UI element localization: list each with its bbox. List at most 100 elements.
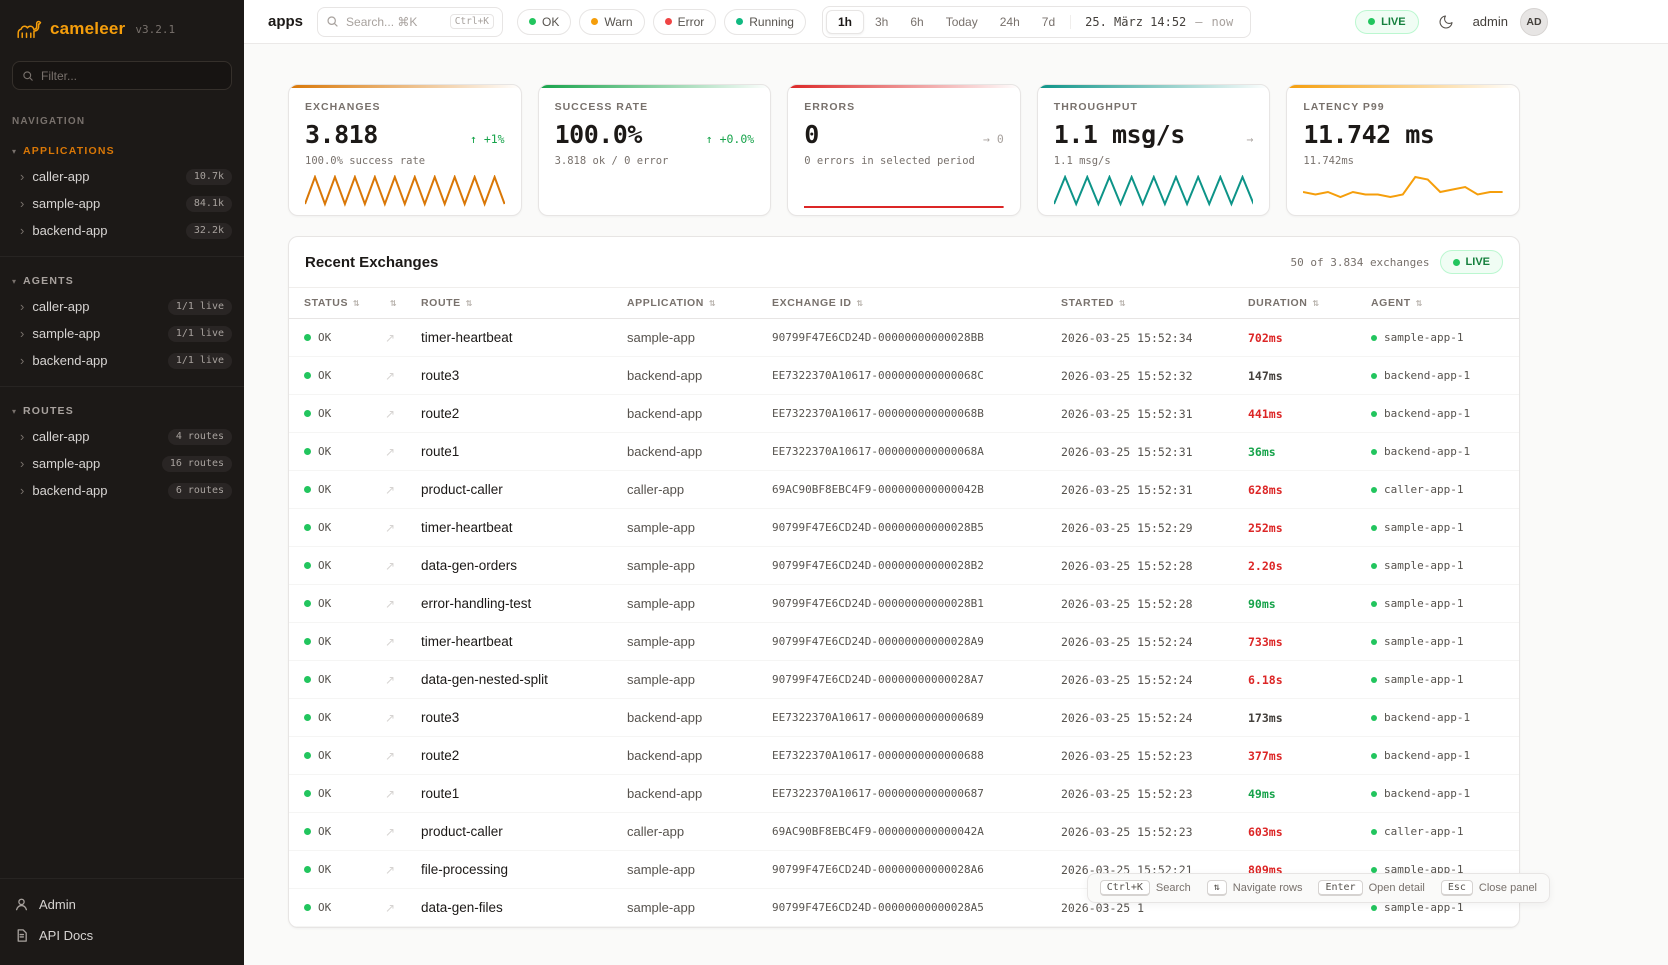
live-toggle[interactable]: LIVE bbox=[1355, 9, 1419, 34]
nav-section-label: NAVIGATION bbox=[12, 116, 86, 127]
time-range-button[interactable]: 3h bbox=[864, 10, 899, 34]
table-row[interactable]: OK ↗ error-handling-test sample-app 9079… bbox=[289, 585, 1519, 623]
column-header[interactable]: STATUS ⇅ bbox=[304, 297, 385, 309]
open-cell[interactable]: ↗ bbox=[385, 520, 421, 535]
open-cell[interactable]: ↗ bbox=[385, 824, 421, 839]
agent-label: sample-app-1 bbox=[1384, 597, 1464, 610]
table-row[interactable]: OK ↗ route2 backend-app EE7322370A10617-… bbox=[289, 737, 1519, 775]
sidebar-filter[interactable] bbox=[12, 61, 232, 90]
sort-icon: ⇅ bbox=[1312, 298, 1320, 308]
sidebar-footer-label: Admin bbox=[39, 897, 76, 912]
stat-value: 100.0% bbox=[554, 120, 643, 149]
table-live-badge[interactable]: LIVE bbox=[1439, 250, 1503, 274]
column-header[interactable]: APPLICATION ⇅ bbox=[627, 297, 772, 309]
column-header[interactable]: EXCHANGE ID ⇅ bbox=[772, 297, 1061, 309]
time-range-button[interactable]: Today bbox=[935, 10, 989, 34]
time-range-button[interactable]: 6h bbox=[899, 10, 934, 34]
dark-mode-toggle[interactable] bbox=[1431, 7, 1461, 37]
column-header[interactable]: DURATION ⇅ bbox=[1248, 297, 1371, 309]
sidebar-item[interactable]: › backend-app 6 routes bbox=[0, 477, 244, 504]
agent-label: backend-app-1 bbox=[1384, 445, 1471, 458]
table-row[interactable]: OK ↗ route3 backend-app EE7322370A10617-… bbox=[289, 357, 1519, 395]
sort-icon: ⇅ bbox=[709, 298, 717, 308]
exchange-id-cell: EE7322370A10617-000000000000068C bbox=[772, 369, 984, 382]
stat-value: 1.1 msg/s bbox=[1053, 120, 1185, 149]
open-cell[interactable]: ↗ bbox=[385, 862, 421, 877]
column-header[interactable]: ROUTE ⇅ bbox=[421, 297, 627, 309]
column-header[interactable]: STARTED ⇅ bbox=[1061, 297, 1248, 309]
table-row[interactable]: OK ↗ timer-heartbeat sample-app 90799F47… bbox=[289, 319, 1519, 357]
sidebar-item[interactable]: › sample-app 84.1k bbox=[0, 190, 244, 217]
table-row[interactable]: OK ↗ data-gen-orders sample-app 90799F47… bbox=[289, 547, 1519, 585]
open-cell[interactable]: ↗ bbox=[385, 786, 421, 801]
sidebar-filter-input[interactable] bbox=[41, 68, 222, 83]
status-filter-chip[interactable]: Warn bbox=[579, 8, 645, 35]
table-row[interactable]: OK ↗ data-gen-nested-split sample-app 90… bbox=[289, 661, 1519, 699]
sidebar-item-api-docs[interactable]: API Docs bbox=[0, 920, 244, 951]
table-row[interactable]: OK ↗ route1 backend-app EE7322370A10617-… bbox=[289, 433, 1519, 471]
open-cell[interactable]: ↗ bbox=[385, 672, 421, 687]
sparkline-chart bbox=[1054, 175, 1254, 209]
table-row[interactable]: OK ↗ product-caller caller-app 69AC90BF8… bbox=[289, 471, 1519, 509]
agent-status-dot bbox=[1371, 866, 1377, 873]
table-row[interactable]: OK ↗ route3 backend-app EE7322370A10617-… bbox=[289, 699, 1519, 737]
sidebar-item[interactable]: › caller-app 1/1 live bbox=[0, 293, 244, 320]
sidebar-item[interactable]: › caller-app 4 routes bbox=[0, 423, 244, 450]
table-row[interactable]: OK ↗ data-gen-files sample-app 90799F47E… bbox=[289, 889, 1519, 927]
table-row[interactable]: OK ↗ route2 backend-app EE7322370A10617-… bbox=[289, 395, 1519, 433]
open-cell[interactable]: ↗ bbox=[385, 596, 421, 611]
exchange-id-cell: EE7322370A10617-000000000000068A bbox=[772, 445, 984, 458]
open-cell[interactable]: ↗ bbox=[385, 748, 421, 763]
status-label: OK bbox=[318, 635, 332, 648]
open-cell[interactable]: ↗ bbox=[385, 710, 421, 725]
status-label: OK bbox=[318, 597, 332, 610]
table-row[interactable]: OK ↗ route1 backend-app EE7322370A10617-… bbox=[289, 775, 1519, 813]
open-cell[interactable]: ↗ bbox=[385, 900, 421, 915]
table-row[interactable]: OK ↗ timer-heartbeat sample-app 90799F47… bbox=[289, 509, 1519, 547]
status-filter-chip[interactable]: Running bbox=[724, 8, 806, 35]
time-range-button[interactable]: 7d bbox=[1031, 10, 1066, 34]
section-header[interactable]: ▾ AGENTS bbox=[12, 275, 232, 287]
section-header[interactable]: ▾ ROUTES bbox=[12, 405, 232, 417]
agent-status-dot bbox=[1371, 486, 1377, 493]
avatar[interactable]: AD bbox=[1520, 7, 1548, 36]
status-filter-chip[interactable]: Error bbox=[652, 8, 717, 35]
application-cell: sample-app bbox=[627, 672, 695, 687]
agent-label: backend-app-1 bbox=[1384, 711, 1471, 724]
open-cell[interactable]: ↗ bbox=[385, 368, 421, 383]
open-cell[interactable]: ↗ bbox=[385, 330, 421, 345]
section-header[interactable]: ▾ APPLICATIONS bbox=[12, 145, 232, 157]
sidebar-item[interactable]: › caller-app 10.7k bbox=[0, 163, 244, 190]
sidebar-item-admin[interactable]: Admin bbox=[0, 889, 244, 920]
sidebar-item[interactable]: › backend-app 1/1 live bbox=[0, 347, 244, 374]
table-row[interactable]: OK ↗ product-caller caller-app 69AC90BF8… bbox=[289, 813, 1519, 851]
ok-status-dot bbox=[304, 638, 311, 645]
started-cell: 2026-03-25 15:52:31 bbox=[1061, 444, 1193, 459]
time-range-button[interactable]: 24h bbox=[989, 10, 1031, 34]
shortcut-hint: Enter Open detail bbox=[1318, 880, 1425, 896]
open-cell[interactable]: ↗ bbox=[385, 482, 421, 497]
sidebar-item[interactable]: › sample-app 1/1 live bbox=[0, 320, 244, 347]
global-search[interactable]: Ctrl+K bbox=[317, 6, 504, 37]
column-header[interactable]: AGENT ⇅ bbox=[1371, 297, 1504, 309]
column-label: STARTED bbox=[1061, 297, 1115, 309]
table-row[interactable]: OK ↗ file-processing sample-app 90799F47… bbox=[289, 851, 1519, 889]
time-range-button[interactable]: 1h bbox=[825, 9, 864, 34]
route-cell: route1 bbox=[421, 786, 460, 801]
status-filter-chip[interactable]: OK bbox=[517, 8, 572, 35]
logo-row: cameleer v3.2.1 bbox=[0, 0, 244, 53]
table-row[interactable]: OK ↗ timer-heartbeat sample-app 90799F47… bbox=[289, 623, 1519, 661]
open-cell[interactable]: ↗ bbox=[385, 406, 421, 421]
live-dot bbox=[1368, 18, 1376, 25]
open-cell[interactable]: ↗ bbox=[385, 634, 421, 649]
open-cell[interactable]: ↗ bbox=[385, 558, 421, 573]
open-cell[interactable]: ↗ bbox=[385, 444, 421, 459]
column-header[interactable]: ⇅ bbox=[385, 299, 421, 308]
global-search-input[interactable] bbox=[346, 14, 443, 29]
table-body: OK ↗ timer-heartbeat sample-app 90799F47… bbox=[289, 319, 1519, 927]
sort-icon: ⇅ bbox=[353, 298, 361, 308]
route-cell: data-gen-nested-split bbox=[421, 672, 548, 687]
shortcut-kbd: ⇅ bbox=[1206, 880, 1227, 896]
sidebar-item[interactable]: › sample-app 16 routes bbox=[0, 450, 244, 477]
sidebar-item[interactable]: › backend-app 32.2k bbox=[0, 217, 244, 244]
